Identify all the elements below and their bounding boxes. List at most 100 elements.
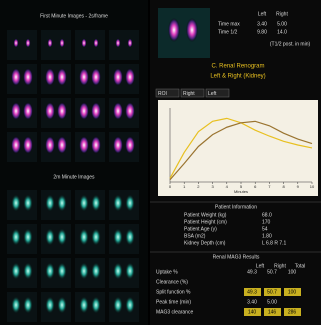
image-frames (7, 30, 139, 322)
kidney (23, 194, 33, 212)
kidney (113, 102, 123, 120)
kidney (11, 262, 21, 280)
cell: 3.40 (257, 21, 267, 27)
summary-table: Left Right Time max 3.40 5.00 Time 1/2 9.80 14.… (218, 11, 310, 47)
column-header: Left (256, 263, 265, 269)
cell: 14.0 (277, 29, 287, 35)
kidney (45, 68, 55, 86)
column-header: Right (276, 11, 288, 17)
cell: 146 (268, 309, 277, 315)
kidney (91, 194, 101, 212)
kidney (13, 38, 19, 48)
value: 68.0 (262, 212, 272, 218)
kidney (115, 38, 121, 48)
x-tick-label: 0 (169, 184, 172, 189)
kidney (186, 18, 198, 42)
kidney (23, 136, 33, 154)
kidney (91, 102, 101, 120)
kidney (125, 228, 135, 246)
dropdown-label: Left (208, 91, 217, 97)
kidney (79, 102, 89, 120)
kidney (91, 296, 101, 314)
cell: 100 (288, 269, 297, 275)
kidney (11, 136, 21, 154)
kidney (11, 228, 21, 246)
x-tick-label: 1 (183, 184, 186, 189)
label: Patient Age (y) (184, 226, 217, 232)
cell: 49.3 (247, 289, 257, 295)
kidney (91, 262, 101, 280)
row-label: Uptake % (156, 269, 178, 275)
kidney (113, 136, 123, 154)
roi-image (158, 8, 210, 58)
x-tick-label: 4 (226, 184, 229, 189)
kidney (45, 194, 55, 212)
frame (7, 30, 37, 60)
x-tick-label: 2 (197, 184, 200, 189)
kidney (57, 194, 67, 212)
kidney (25, 38, 31, 48)
kidney (113, 68, 123, 86)
kidney (45, 296, 55, 314)
dynamic-title: 2m Minute Images (53, 174, 95, 180)
section-title: Renal MAG3 Results (213, 254, 260, 260)
results-table: Renal MAG3 Results Left Right Total Uptake %… (156, 254, 305, 316)
x-axis-label: Minutes (234, 189, 248, 194)
kidney (11, 194, 21, 212)
kidney (113, 296, 123, 314)
cell: 50.7 (267, 289, 277, 295)
row-label: Time max (218, 21, 240, 27)
section-title: Patient Information (215, 204, 257, 210)
x-tick-label: 9 (297, 184, 300, 189)
highlight (244, 288, 261, 296)
kidney (113, 194, 123, 212)
chart-area (158, 100, 318, 196)
cell: 286 (288, 309, 297, 315)
highlight (284, 288, 301, 296)
kidney (125, 194, 135, 212)
value: 170 (262, 219, 271, 225)
highlight (284, 308, 301, 316)
dropdown-label: Right (183, 91, 195, 97)
kidney (45, 262, 55, 280)
kidney (57, 136, 67, 154)
kidney (45, 102, 55, 120)
x-tick-label: 3 (211, 184, 214, 189)
dropdown-label: ROI (158, 91, 167, 97)
x-tick-label: 6 (254, 184, 257, 189)
controls: ROI Right Left (155, 88, 230, 98)
kidney (59, 38, 65, 48)
value: 54 (262, 226, 268, 232)
kidney (79, 262, 89, 280)
cell: 5.00 (277, 21, 287, 27)
highlight (264, 308, 281, 316)
column-header: Right (274, 263, 286, 269)
label: Patient Height (cm) (184, 219, 227, 225)
row-label: Clearance (%) (156, 279, 188, 285)
kidney (79, 136, 89, 154)
kidney (79, 68, 89, 86)
kidney (125, 102, 135, 120)
kidney (91, 228, 101, 246)
kidney (57, 68, 67, 86)
dropdown[interactable] (180, 88, 205, 98)
renogram-subtitle: Left & Right (Kidney) (210, 74, 265, 80)
kidney (113, 228, 123, 246)
kidney (23, 68, 33, 86)
renogram-title: C. Renal Renogram (211, 64, 264, 70)
row-label: Time 1/2 (218, 29, 237, 35)
frame (75, 30, 105, 60)
dropdown[interactable] (205, 88, 230, 98)
kidney (23, 296, 33, 314)
kidney (91, 136, 101, 154)
row-label: Split function % (156, 289, 191, 295)
row-label: MAG3 clearance (156, 309, 193, 315)
frame (41, 30, 71, 60)
series-line (169, 120, 313, 181)
dropdown[interactable] (155, 88, 180, 98)
kidney (23, 228, 33, 246)
cell: 5.00 (267, 299, 277, 305)
cell: 9.80 (257, 29, 267, 35)
